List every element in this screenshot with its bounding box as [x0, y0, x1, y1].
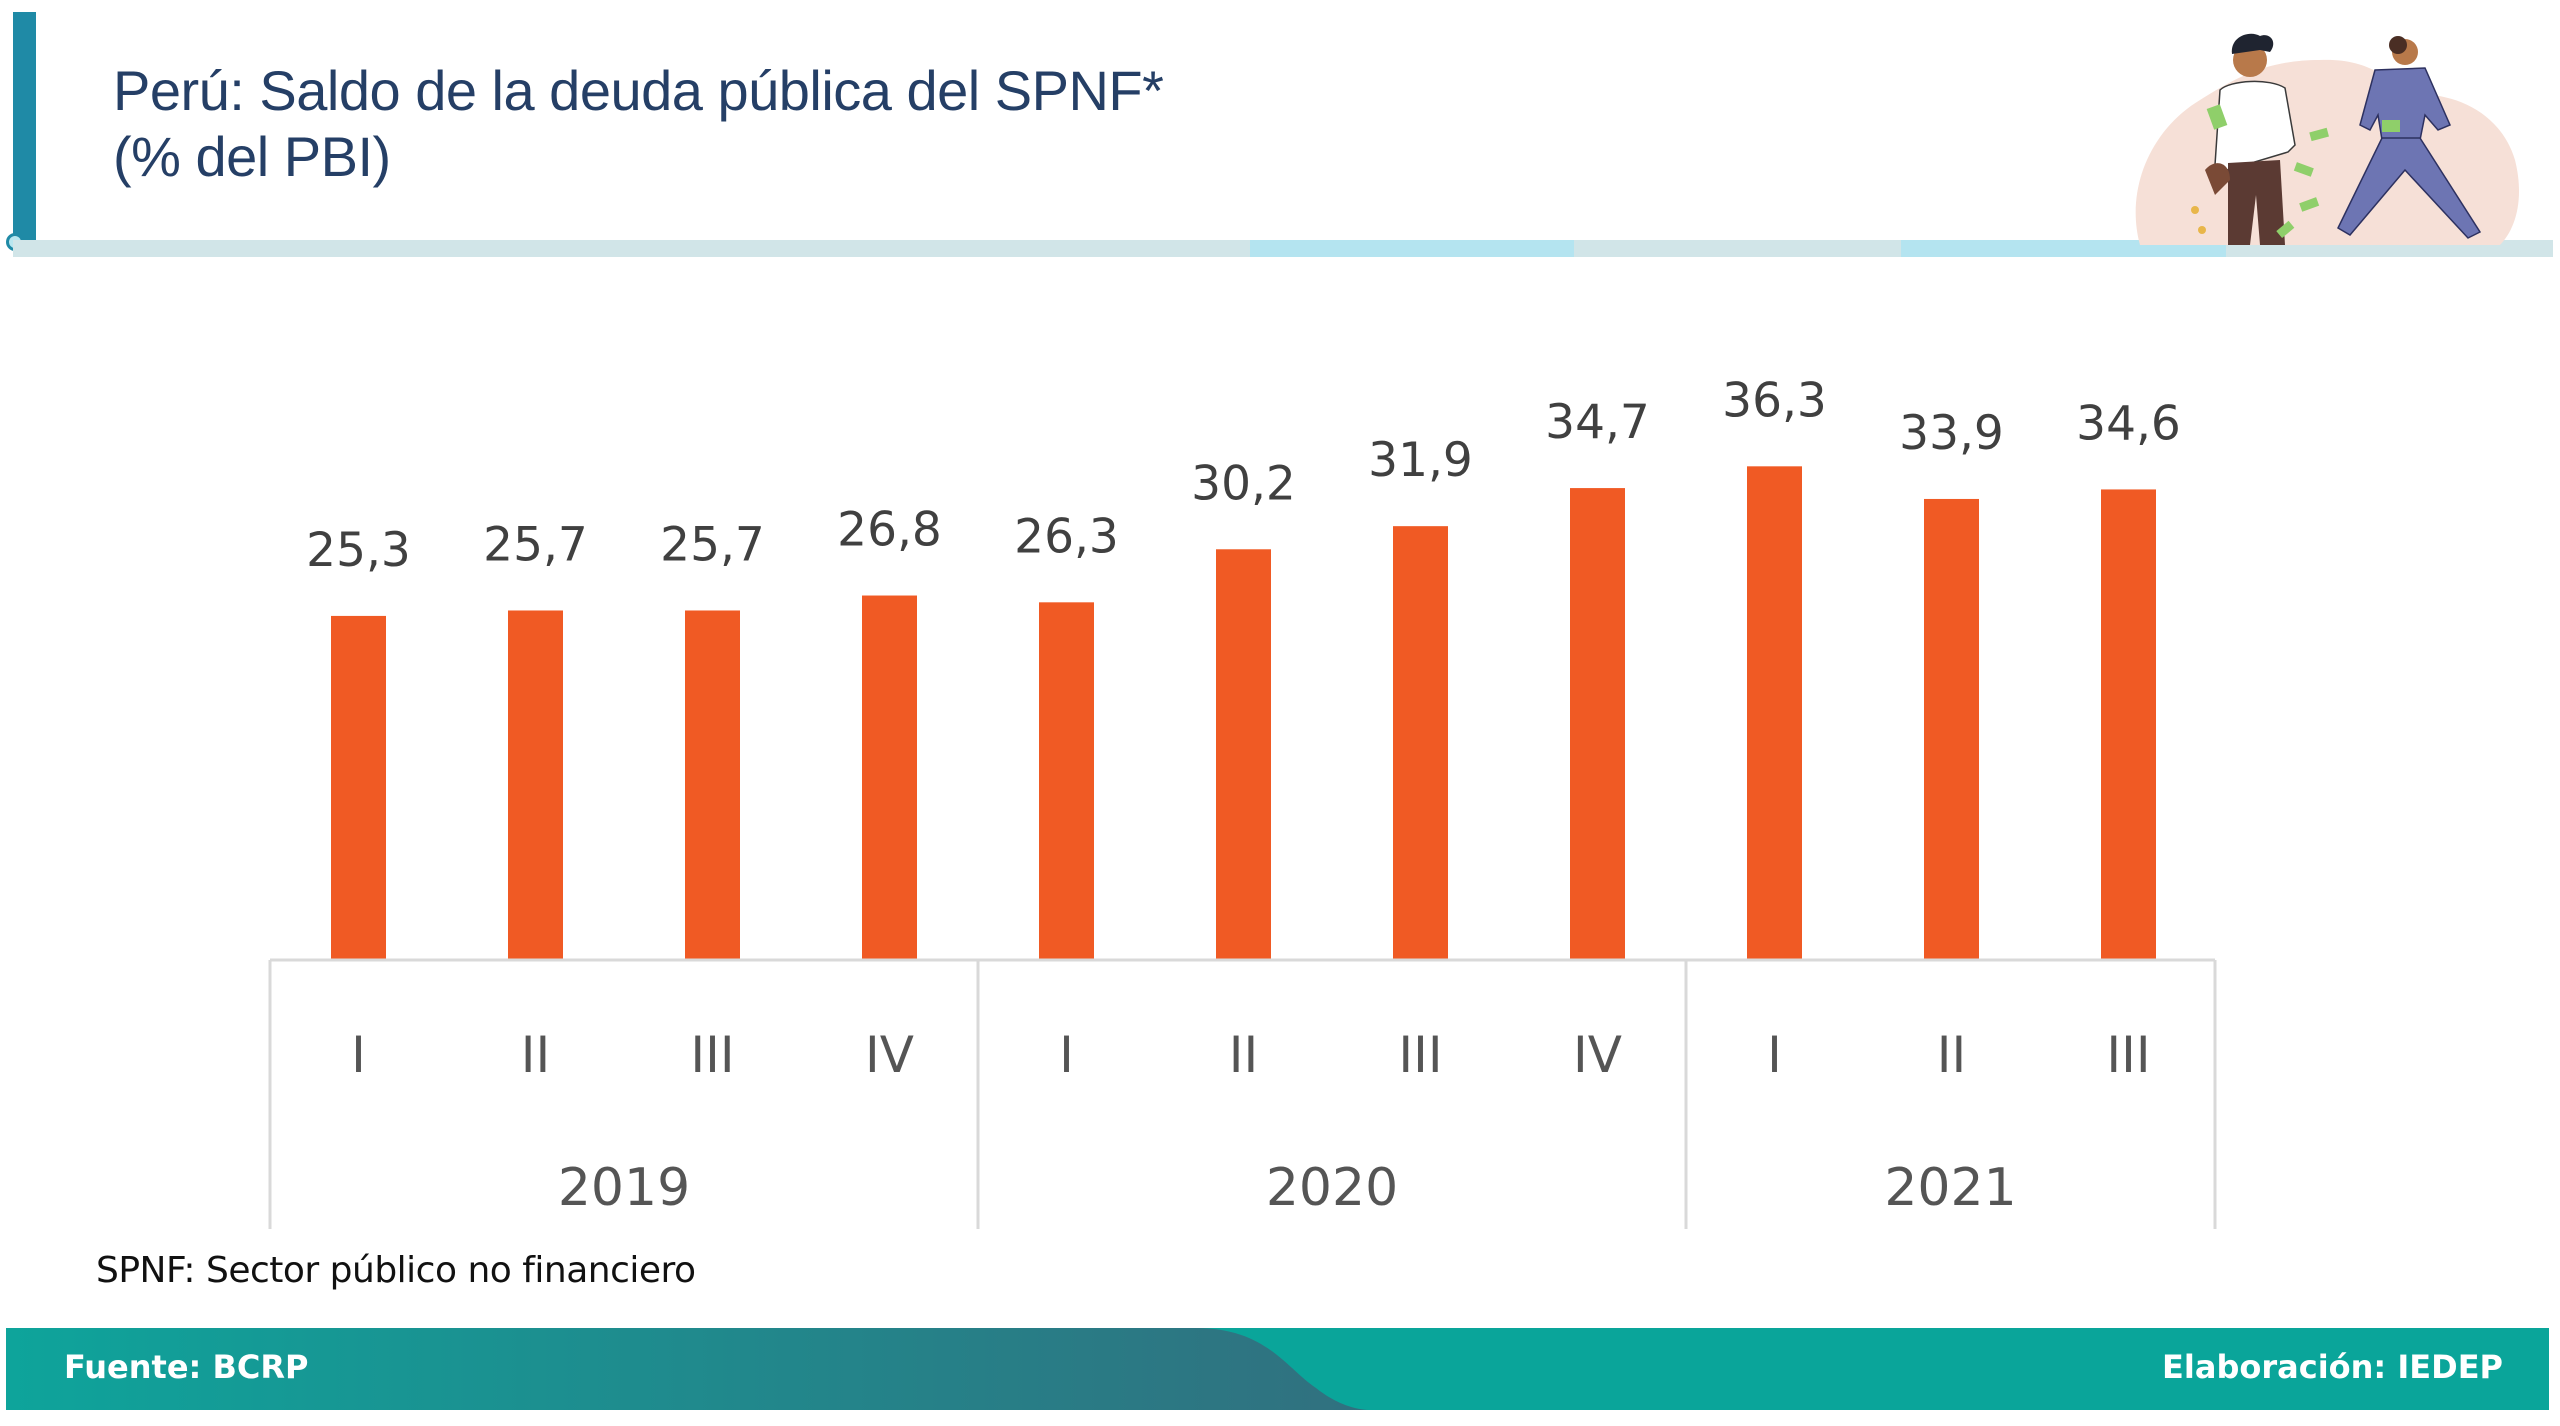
year-group-label: 2021: [1884, 1158, 2016, 1218]
title-line-2: (% del PBI): [113, 125, 391, 188]
value-label: 26,3: [1014, 509, 1119, 564]
category-tick-label: II: [1229, 1026, 1259, 1084]
footer-source: Fuente: BCRP: [64, 1348, 309, 1386]
value-label: 25,7: [483, 517, 588, 572]
bar: [1747, 466, 1802, 960]
bar: [508, 610, 563, 960]
bars-layer: [331, 466, 2156, 960]
stripe-segment-highlight: [1250, 240, 1574, 257]
category-tick-label: IV: [1573, 1026, 1622, 1084]
footer-band: Fuente: BCRP Elaboración: IEDEP: [6, 1328, 2549, 1410]
value-labels-layer: 25,3 25,7 25,7 26,8 26,3 30,2 31,9 34,7 36,3 33,9…: [306, 373, 2181, 578]
category-tick-label: III: [1398, 1026, 1442, 1084]
value-label: 34,7: [1545, 395, 1650, 450]
bar: [1393, 526, 1448, 960]
bar-chart: 25,3 25,7 25,7 26,8 26,3 30,2 31,9 34,7 36,3 33,9…: [268, 373, 2217, 1229]
year-group-label: 2020: [1266, 1158, 1398, 1218]
bar: [862, 595, 917, 960]
category-tick-label: III: [690, 1026, 734, 1084]
category-tick-label: III: [2106, 1026, 2150, 1084]
category-tick-label: II: [521, 1026, 551, 1084]
people-money-illustration-icon: [2135, 33, 2520, 245]
value-label: 34,6: [2076, 396, 2181, 451]
value-label: 26,8: [837, 503, 942, 558]
footnote: SPNF: Sector público no financiero: [96, 1250, 696, 1291]
category-tick-label: I: [1767, 1026, 1782, 1084]
value-label: 33,9: [1899, 406, 2004, 461]
title-accent-bar: [13, 12, 36, 240]
category-tick-label: I: [1059, 1026, 1074, 1084]
value-label: 25,3: [306, 523, 411, 578]
value-label: 30,2: [1191, 456, 1296, 511]
value-label: 36,3: [1722, 373, 1827, 428]
title-line-1: Perú: Saldo de la deuda pública del SPNF…: [113, 59, 1164, 122]
value-label: 25,7: [660, 517, 765, 572]
category-tick-label: II: [1937, 1026, 1967, 1084]
bar: [331, 615, 386, 960]
bar: [1570, 488, 1625, 960]
bar: [1924, 498, 1979, 960]
bar: [1039, 602, 1094, 960]
value-label: 31,9: [1368, 433, 1473, 488]
year-group-label: 2019: [558, 1158, 690, 1218]
page-title: Perú: Saldo de la deuda pública del SPNF…: [113, 58, 1164, 190]
category-tick-label: I: [351, 1026, 366, 1084]
category-tick-label: IV: [865, 1026, 914, 1084]
bar: [685, 610, 740, 960]
bar: [2101, 489, 2156, 960]
bar: [1216, 549, 1271, 960]
footer-credit: Elaboración: IEDEP: [2162, 1348, 2503, 1386]
footer-background: [6, 1328, 2549, 1410]
